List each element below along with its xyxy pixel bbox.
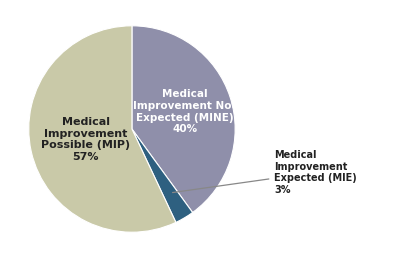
Wedge shape bbox=[132, 26, 234, 213]
Wedge shape bbox=[132, 129, 192, 222]
Text: Medical
Improvement
Expected (MIE)
3%: Medical Improvement Expected (MIE) 3% bbox=[172, 150, 356, 195]
Wedge shape bbox=[29, 26, 175, 232]
Text: Medical
Improvement Not
Expected (MINE)
40%: Medical Improvement Not Expected (MINE) … bbox=[133, 89, 236, 134]
Text: Medical
Improvement
Possible (MIP)
57%: Medical Improvement Possible (MIP) 57% bbox=[41, 117, 130, 162]
